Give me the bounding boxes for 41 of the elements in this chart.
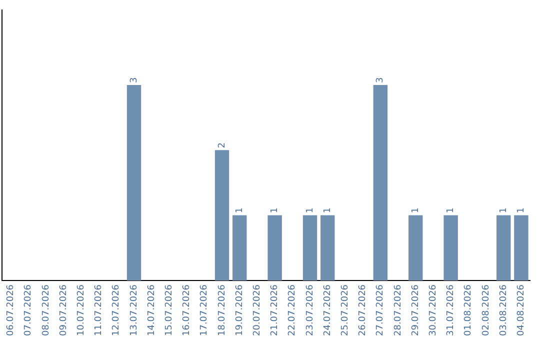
x-tick-label: 29.07.2026 <box>410 284 421 336</box>
x-tick-label: 18.07.2026 <box>217 284 228 336</box>
x-tick-label: 20.07.2026 <box>252 284 263 336</box>
x-tick-label: 16.07.2026 <box>182 284 192 336</box>
x-tick-label: 09.07.2026 <box>58 284 69 336</box>
x-tick-label: 27.07.2026 <box>376 284 386 336</box>
x-tick-label: 31.07.2026 <box>446 284 456 336</box>
x-tick-label: 11.07.2026 <box>94 284 104 336</box>
data-label: 3 <box>129 77 140 83</box>
x-tick-label: 04.08.2026 <box>516 284 527 336</box>
x-tick-label: 02.08.2026 <box>481 284 492 336</box>
data-label: 1 <box>516 208 527 214</box>
x-tick-label: 13.07.2026 <box>129 284 140 336</box>
x-tick-label: 30.07.2026 <box>428 284 439 336</box>
x-tick-label: 22.07.2026 <box>288 284 298 336</box>
data-label: 1 <box>305 208 316 214</box>
x-tick-label: 15.07.2026 <box>164 284 175 336</box>
x-tick-label: 23.07.2026 <box>305 284 316 336</box>
x-tick-label: 06.07.2026 <box>6 284 16 336</box>
x-tick-label: 25.07.2026 <box>340 284 351 336</box>
data-label: 1 <box>498 208 509 214</box>
data-label: 1 <box>270 208 280 214</box>
x-tick-label: 17.07.2026 <box>200 284 210 336</box>
data-label: 1 <box>234 208 245 214</box>
x-tick-label: 21.07.2026 <box>270 284 280 336</box>
x-tick-label: 01.08.2026 <box>464 284 474 336</box>
x-tick-label: 28.07.2026 <box>393 284 404 336</box>
data-label: 1 <box>410 208 421 214</box>
x-tick-label: 10.07.2026 <box>76 284 87 336</box>
x-tick-label: 08.07.2026 <box>41 284 52 336</box>
data-label: 1 <box>322 208 333 214</box>
data-label: 3 <box>376 77 386 83</box>
data-label: 1 <box>446 208 456 214</box>
x-tick-label: 03.08.2026 <box>498 284 509 336</box>
x-tick-label: 19.07.2026 <box>234 284 245 336</box>
x-tick-label: 26.07.2026 <box>358 284 368 336</box>
x-tick-label: 24.07.2026 <box>322 284 333 336</box>
data-label: 2 <box>217 142 228 148</box>
x-tick-label: 12.07.2026 <box>112 284 122 336</box>
x-tick-label: 14.07.2026 <box>146 284 157 336</box>
x-tick-label: 07.07.2026 <box>24 284 34 336</box>
